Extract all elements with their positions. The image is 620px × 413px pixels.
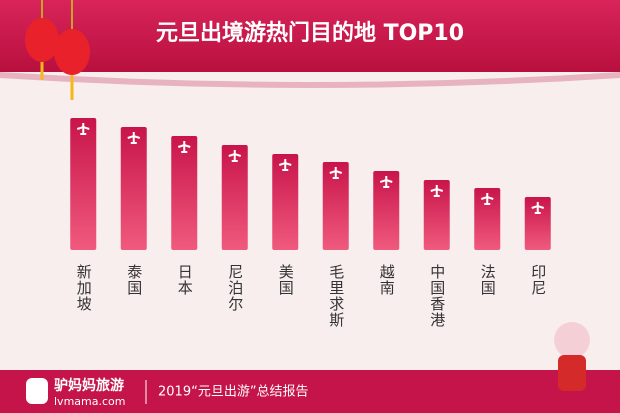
logo: [26, 378, 48, 404]
x-tick-label: 美国: [277, 264, 295, 296]
bar: [120, 127, 147, 250]
bar: [322, 162, 349, 250]
x-tick-label: 日本: [176, 264, 194, 296]
plane-icon: [127, 132, 141, 144]
plane-icon: [329, 167, 343, 179]
footer-site: lvmama.com: [54, 395, 125, 408]
bar: [373, 171, 400, 250]
footer-brand: 驴妈妈旅游: [54, 377, 124, 394]
x-tick-label: 越南: [378, 264, 396, 296]
x-tick-label: 印尼: [529, 264, 547, 296]
bar: [474, 188, 501, 250]
bar: [524, 197, 551, 250]
header-edge: [0, 72, 620, 88]
x-tick-label: 法国: [479, 264, 497, 296]
plane-icon: [76, 123, 90, 135]
plane-icon: [531, 202, 545, 214]
bar: [70, 118, 97, 250]
footer-report: 2019“元旦出游”总结报告: [158, 385, 309, 400]
footer-band: [0, 370, 620, 413]
bar: [272, 154, 299, 250]
plane-icon: [228, 150, 242, 162]
plane-icon: [480, 193, 494, 205]
plane-icon: [379, 176, 393, 188]
x-tick-label: 中国香港: [428, 264, 446, 328]
mascot: [554, 322, 590, 391]
bar: [221, 145, 248, 250]
lanterns: [25, 0, 90, 100]
plane-icon: [177, 141, 191, 153]
chart-title: 元旦出境游热门目的地 TOP10: [156, 20, 464, 46]
plane-icon: [278, 159, 292, 171]
x-tick-label: 尼泊尔: [226, 264, 244, 312]
bar: [171, 136, 198, 250]
x-tick-label: 泰国: [125, 264, 143, 296]
x-tick-label: 毛里求斯: [327, 264, 345, 328]
header-band: [0, 0, 620, 72]
bar: [423, 180, 450, 250]
x-tick-label: 新加坡: [75, 264, 93, 312]
plane-icon: [430, 185, 444, 197]
